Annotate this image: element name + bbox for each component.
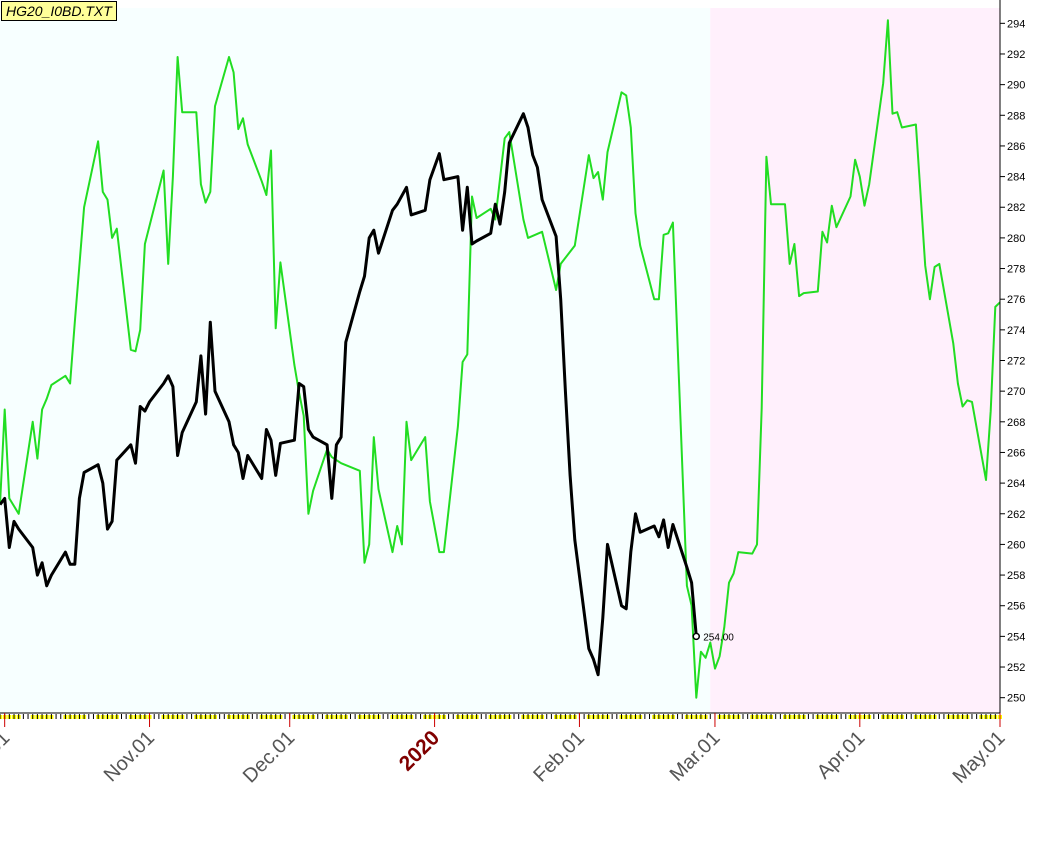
y-tick-label: 276 (1007, 294, 1025, 306)
y-tick-label: 294 (1007, 18, 1025, 30)
y-tick-label: 254 (1007, 631, 1025, 643)
y-tick-label: 274 (1007, 325, 1025, 337)
y-tick-label: 264 (1007, 478, 1025, 490)
series-line-black (0, 112, 698, 677)
last-value-dot (692, 632, 701, 641)
y-tick-label: 258 (1007, 570, 1025, 582)
y-tick-label: 286 (1007, 141, 1025, 153)
series-layer (0, 19, 1001, 699)
y-tick-label: 260 (1007, 539, 1025, 551)
x-tick-label: Dec.01 (239, 727, 299, 787)
x-day-marker (0, 715, 2, 719)
x-tick-label: Feb.01 (529, 727, 589, 787)
y-tick-label: 290 (1007, 80, 1025, 92)
y-tick-label: 262 (1007, 509, 1025, 521)
x-tick-label: 2020 (395, 726, 444, 775)
y-tick-label: 256 (1007, 601, 1025, 613)
y-tick-label: 266 (1007, 447, 1025, 459)
last-value-label: 254.00 (703, 632, 734, 643)
x-tick-label: Apr.01 (813, 727, 869, 783)
history-background (0, 8, 711, 713)
forecast-background (710, 8, 1000, 713)
x-tick-label: Nov.01 (100, 727, 159, 786)
y-tick-label: 280 (1007, 233, 1025, 245)
y-tick-label: 270 (1007, 386, 1025, 398)
y-tick-label: 250 (1007, 693, 1025, 705)
y-axis: 250 252 254 256 258 260 262 264 266 268 270 272 274 2… (999, 0, 1025, 713)
x-axis: Oct.01 Nov.01 Dec.01 2020 Feb.01 Mar.01 Apr.01… (0, 712, 1010, 788)
y-tick-label: 272 (1007, 356, 1025, 368)
y-tick-label: 292 (1007, 49, 1025, 61)
series-line-green (0, 19, 1001, 699)
last-value-marker: 254.00 (692, 632, 734, 643)
y-tick-label: 288 (1007, 110, 1025, 122)
x-tick-label: Oct.01 (0, 727, 14, 784)
y-tick-label: 284 (1007, 172, 1025, 184)
y-tick-label: 282 (1007, 202, 1025, 214)
y-tick-label: 252 (1007, 662, 1025, 674)
y-tick-label: 268 (1007, 417, 1025, 429)
x-tick-label: May.01 (949, 727, 1010, 788)
chart-title-box[interactable]: HG20_I0BD.TXT (1, 1, 117, 21)
x-tick-label: Mar.01 (666, 727, 725, 786)
y-tick-label: 278 (1007, 264, 1025, 276)
